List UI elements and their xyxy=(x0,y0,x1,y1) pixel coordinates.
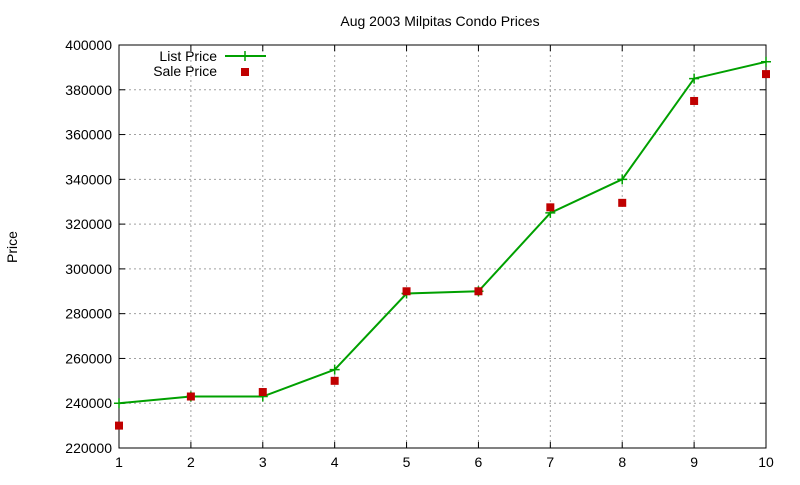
legend-marker-sale-price xyxy=(241,68,249,76)
y-tick-label: 240000 xyxy=(65,395,112,411)
sale-price-point xyxy=(762,70,770,79)
sale-price-point xyxy=(618,198,627,207)
list-price-point xyxy=(617,174,628,185)
legend-label-sale-price: Sale Price xyxy=(153,63,217,79)
series xyxy=(114,56,771,430)
sale-price-point xyxy=(330,376,339,385)
series-list-price xyxy=(114,56,771,409)
axis-ticks: 1 2 3 4 5 6 7 8 9 10 220000 240000 260000 280000 30000… xyxy=(65,37,774,470)
x-tick-label: 10 xyxy=(758,454,774,470)
list-price-point xyxy=(761,56,771,67)
x-tick-label: 2 xyxy=(187,454,195,470)
legend-marker-list-price xyxy=(240,51,250,61)
y-tick-label: 400000 xyxy=(65,37,112,53)
sale-price-point xyxy=(690,96,699,105)
x-tick-label: 3 xyxy=(259,454,267,470)
plot-area xyxy=(118,44,767,449)
y-tick-label: 320000 xyxy=(65,216,112,232)
series-sale-price xyxy=(115,70,770,430)
legend-label-list-price: List Price xyxy=(159,48,217,64)
x-tick-label: 7 xyxy=(546,454,554,470)
sale-price-point xyxy=(186,392,195,401)
x-tick-label: 8 xyxy=(618,454,626,470)
sale-price-point xyxy=(546,203,555,212)
x-tick-label: 6 xyxy=(475,454,483,470)
chart-title: Aug 2003 Milpitas Condo Prices xyxy=(340,13,539,29)
sale-price-point xyxy=(474,287,483,296)
list-price-point xyxy=(689,73,700,84)
x-tick-label: 4 xyxy=(331,454,339,470)
list-price-point xyxy=(114,398,124,409)
y-tick-label: 260000 xyxy=(65,350,112,366)
sale-price-point xyxy=(258,388,267,397)
x-tick-label: 5 xyxy=(403,454,411,470)
grid xyxy=(119,45,766,448)
list-price-line xyxy=(118,60,767,405)
y-axis-label: Price xyxy=(4,231,20,263)
x-tick-label: 9 xyxy=(690,454,698,470)
y-tick-label: 340000 xyxy=(65,171,112,187)
sale-price-point xyxy=(402,287,411,296)
y-tick-label: 360000 xyxy=(65,127,112,143)
y-tick-label: 300000 xyxy=(65,261,112,277)
y-tick-label: 220000 xyxy=(65,440,112,456)
sale-price-point xyxy=(115,421,123,430)
y-tick-label: 280000 xyxy=(65,306,112,322)
y-tick-label: 380000 xyxy=(65,82,112,98)
x-tick-label: 1 xyxy=(115,454,123,470)
list-price-point xyxy=(329,364,340,375)
